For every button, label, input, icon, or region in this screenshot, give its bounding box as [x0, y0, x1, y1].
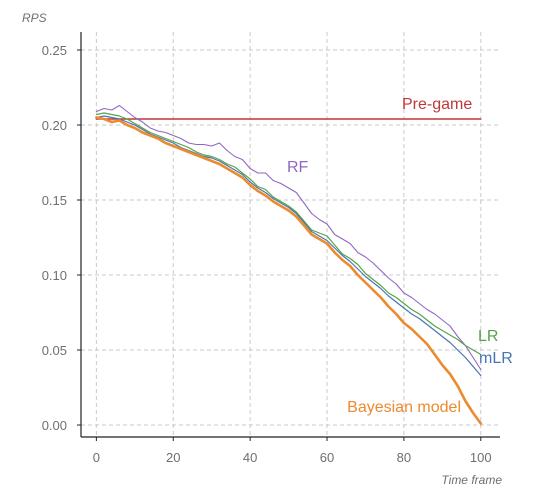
series-label-rf: RF [287, 159, 309, 176]
y-tick-label: 0.10 [42, 268, 67, 283]
y-tick-label: 0.25 [42, 43, 67, 58]
y-tick-label: 0.20 [42, 118, 67, 133]
y-tick-label: 0.05 [42, 343, 67, 358]
series-label-lr: LR [478, 328, 498, 345]
x-tick-label: 0 [93, 450, 100, 465]
x-axis-title: Time frame [441, 473, 502, 487]
series-label-mlr: mLR [479, 350, 513, 367]
grid [81, 32, 500, 437]
series-line-bayesian-model [95, 116, 483, 425]
y-tick-label: 0.15 [42, 193, 67, 208]
x-tick-label: 40 [243, 450, 257, 465]
x-tick-label: 60 [320, 450, 334, 465]
series-lines [95, 104, 483, 425]
x-tick-label: 80 [397, 450, 411, 465]
series-labels: Pre-game RF LR mLR Bayesian model [287, 96, 513, 416]
y-tick-label: 0.00 [42, 418, 67, 433]
axes: 0 20 40 60 80 100 0.00 0.05 0.10 0.15 0.20 0.25 RPS T… [22, 11, 502, 487]
series-label-pre-game: Pre-game [402, 96, 472, 113]
series-line-lr [95, 112, 482, 356]
x-tick-label: 100 [470, 450, 492, 465]
y-axis-title: RPS [22, 11, 47, 25]
x-tick-label: 20 [166, 450, 180, 465]
series-line-rf [95, 104, 482, 371]
series-line-mlr [95, 115, 482, 377]
series-label-bayesian-model: Bayesian model [347, 399, 461, 416]
